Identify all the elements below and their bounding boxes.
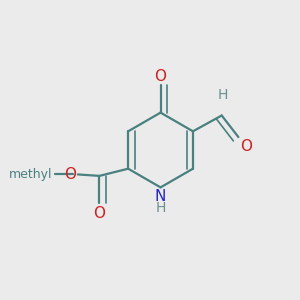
Text: N: N [155, 188, 166, 203]
Text: O: O [240, 140, 252, 154]
Text: O: O [93, 206, 105, 220]
Text: H: H [155, 201, 166, 215]
Text: H: H [218, 88, 228, 102]
Text: methyl: methyl [9, 168, 52, 181]
Text: O: O [154, 69, 166, 84]
Text: O: O [64, 167, 76, 182]
